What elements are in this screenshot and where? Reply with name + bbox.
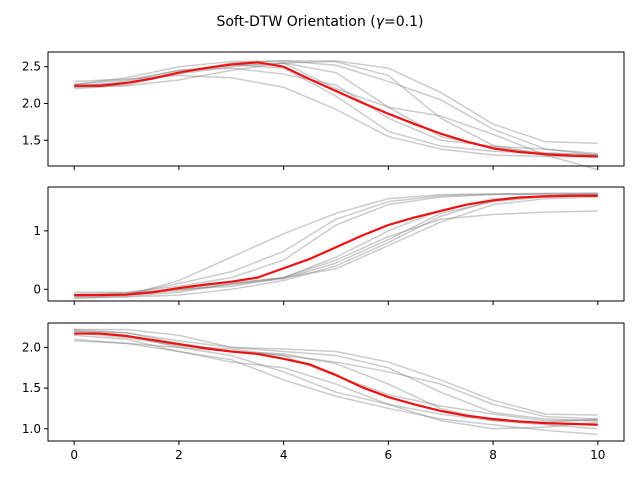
sample-series-line-4 <box>74 193 598 298</box>
sample-series-line-1 <box>74 192 598 296</box>
sample-series-line-3 <box>74 193 598 293</box>
sample-series-line-3 <box>74 334 598 436</box>
y-tick-label: 1.0 <box>22 422 41 436</box>
barycenter-line <box>74 332 598 426</box>
y-tick-label: 1.5 <box>22 381 41 395</box>
subplot-1: 1.5 2.0 2.5 <box>22 51 625 171</box>
x-tick-label: 6 <box>385 448 393 462</box>
x-tick-label: 8 <box>489 448 497 462</box>
y-tick-label: 1 <box>33 224 41 238</box>
sample-series-line-5 <box>74 196 598 295</box>
x-tick-label: 0 <box>70 448 78 462</box>
axes-frame <box>47 51 625 167</box>
figure-title-gamma: γ <box>376 14 385 30</box>
sample-series-line-6 <box>74 330 598 420</box>
subplot-2: 01 <box>33 186 625 305</box>
figure-title-suffix: =0.1) <box>384 14 423 30</box>
x-tick-label: 2 <box>175 448 183 462</box>
axes-frame <box>47 186 625 302</box>
sample-series-line-5 <box>74 340 598 430</box>
sample-series-line-1 <box>74 328 598 422</box>
barycenter-line <box>74 194 598 297</box>
x-tick-label: 4 <box>280 448 288 462</box>
y-tick-label: 1.5 <box>22 133 41 147</box>
sample-series-line-8 <box>74 328 598 416</box>
sample-series-line-7 <box>74 194 598 296</box>
y-tick-label: 0 <box>33 282 41 296</box>
sample-series-group <box>74 192 598 299</box>
sample-series-group <box>74 328 598 436</box>
barycenter-line <box>74 61 598 158</box>
sample-series-line-2 <box>74 62 598 156</box>
subplot-3: 0 2 4 6 8 10 1.0 1.5 2.0 <box>22 322 625 462</box>
sample-series-group <box>74 60 599 171</box>
y-tick-label: 2.0 <box>22 96 41 110</box>
figure-title-prefix: Soft-DTW Orientation ( <box>216 14 375 30</box>
sample-series-line-1 <box>74 60 598 158</box>
axes-frame <box>47 322 625 442</box>
sample-series-line-8 <box>74 195 598 298</box>
x-tick-label: 10 <box>590 448 605 462</box>
sample-series-line-7 <box>74 60 598 156</box>
sample-series-line-2 <box>74 210 598 299</box>
sample-series-line-2 <box>74 330 598 430</box>
figure-title: Soft-DTW Orientation (γ=0.1) <box>216 14 423 30</box>
sample-series-line-8 <box>74 67 598 155</box>
y-tick-label: 2.5 <box>22 60 41 74</box>
y-tick-label: 2.0 <box>22 340 41 354</box>
